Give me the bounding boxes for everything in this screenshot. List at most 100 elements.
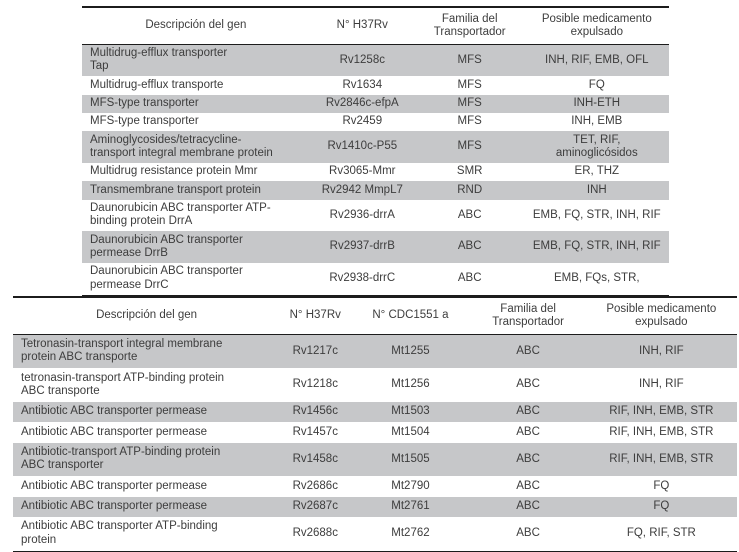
table-cell: FQ: [588, 78, 605, 91]
table-cell: INH-ETH: [573, 97, 621, 110]
table-row: Antibiotic-transport ATP-binding protein…: [13, 442, 737, 477]
table-cell: MFS: [457, 53, 482, 66]
table-cell: Rv1258c: [339, 53, 385, 66]
table-row: Daunorubicin ABC transporter permease Dr…: [82, 231, 669, 263]
table-cell: Mt1503: [391, 405, 430, 418]
table-cell: Mt2761: [391, 500, 430, 513]
table-body: Multidrug-efflux transporter Tap Rv1258c M…: [82, 44, 669, 295]
table-header: Descripción del gen N° H37Rv Familia del T…: [82, 7, 669, 45]
table-cell: ABC: [457, 272, 482, 285]
table-cell: EMB, FQ, STR, INH, RIF: [532, 240, 661, 253]
gene-description-cell: MFS-type transporter: [90, 97, 199, 110]
table-cell: ABC: [516, 527, 540, 540]
table-row: MFS-type transporter Rv2846c-efpA MFS INH-E…: [82, 94, 669, 113]
table-row: Daunorubicin ABC transporter ATP- bindin…: [82, 200, 669, 232]
table-cell: INH, RIF: [638, 378, 684, 391]
table-row: Daunorubicin ABC transporter permease Dr…: [82, 263, 669, 295]
table-cell: Mt1504: [391, 425, 430, 438]
table-cell: RIF, INH, EMB, STR: [609, 425, 714, 438]
gene-description-cell: Antibiotic ABC transporter permease: [21, 479, 208, 492]
column-header: Familia del Transportador: [470, 297, 586, 335]
efflux-transporter-genes-table: Descripción del gen N° H37Rv Familia del T…: [82, 6, 669, 296]
table-cell: EMB, FQ, STR, INH, RIF: [532, 208, 661, 221]
column-header: Posible medicamento expulsado: [585, 297, 737, 335]
table-cell: MFS: [457, 115, 482, 128]
column-header: Descripción del gen: [13, 297, 281, 335]
table-cell: RIF, INH, EMB, STR: [609, 452, 714, 465]
table-cell: Rv1634: [342, 78, 383, 91]
gene-description-cell: Antibiotic ABC transporter ATP-binding p…: [21, 520, 218, 546]
gene-description-cell: MFS-type transporter: [90, 115, 199, 128]
table-cell: ER, THZ: [574, 165, 620, 178]
gene-description-cell: Antibiotic-transport ATP-binding protein…: [21, 446, 221, 472]
table-row: Multidrug-efflux transporter Tap Rv1258c M…: [82, 44, 669, 77]
table-row: Tetronasin-transport integral membrane p…: [13, 334, 737, 369]
gene-description-cell: Multidrug resistance protein Mmr: [90, 165, 258, 178]
table-row: MFS-type transporter Rv2459 MFS INH, EMB: [82, 113, 669, 131]
column-header: Familia del Transportador: [414, 7, 525, 45]
table-row: Antibiotic ABC transporter permease Rv268…: [13, 496, 737, 517]
table-efflux-transporters-section: Descripción del gen N° H37Rv Familia del T…: [82, 6, 669, 296]
table-cell: Rv2846c-efpA: [325, 97, 399, 110]
table-cell: MFS: [457, 140, 482, 153]
table-cell: Rv1456c: [292, 405, 338, 418]
table-row: tetronasin-transport ATP-binding protein…: [13, 368, 737, 402]
table-cell: ABC: [516, 479, 540, 492]
table-row: Aminoglycosides/tetracycline- transport …: [82, 131, 669, 163]
table-cell: Mt1256: [391, 378, 430, 391]
table-cell: MFS: [457, 97, 482, 110]
table-cell: ABC: [516, 378, 540, 391]
table-row: Multidrug resistance protein Mmr Rv3065-M…: [82, 163, 669, 181]
gene-description-cell: Antibiotic ABC transporter permease: [21, 500, 208, 513]
column-header: Descripción del gen: [82, 7, 310, 45]
table-cell: INH, RIF: [638, 344, 684, 357]
table-cell: TET, RIF, aminoglicósidos: [555, 133, 638, 160]
table-cell: Rv2459: [342, 115, 383, 128]
table-cell: Rv1458c: [292, 452, 338, 465]
table-cell: Rv3065-Mmr: [329, 165, 396, 178]
table-cell: ABC: [516, 500, 540, 513]
table-cell: Mt2762: [391, 527, 430, 540]
gene-description-cell: Tetronasin-transport integral membrane p…: [21, 338, 223, 364]
table-cell: RIF, INH, EMB, STR: [609, 405, 714, 418]
gene-description-cell: Multidrug-efflux transporte: [90, 78, 224, 91]
table-cell: EMB, FQs, STR,: [553, 272, 640, 285]
table-cell: INH, RIF, EMB, OFL: [545, 53, 649, 66]
table-cell: Mt1505: [391, 452, 430, 465]
table-cell: ABC: [516, 405, 540, 418]
gene-description-cell: Transmembrane transport protein: [90, 183, 261, 196]
table-cell: RND: [457, 183, 483, 196]
table-cell: Mt2790: [391, 479, 430, 492]
header-row: Descripción del gen N° H37Rv Familia del T…: [82, 7, 669, 45]
table-cell: ABC: [457, 240, 482, 253]
table-cell: Rv2936-drrA: [329, 208, 395, 221]
gene-description-cell: Antibiotic ABC transporter permease: [21, 405, 208, 418]
table-cell: Rv1457c: [292, 425, 338, 438]
table-cell: Rv2938-drrC: [329, 272, 396, 285]
table-cell: Mt1255: [391, 344, 430, 357]
table-row: Antibiotic ABC transporter permease Rv268…: [13, 476, 737, 496]
table-cell: Rv2688c: [292, 527, 338, 540]
table-row: Antibiotic ABC transporter permease Rv145…: [13, 401, 737, 423]
table-body: Tetronasin-transport integral membrane p…: [13, 334, 737, 551]
column-header: Posible medicamento expulsado: [524, 7, 669, 45]
column-header: N° H37Rv: [280, 297, 351, 335]
table-cell: FQ: [653, 500, 670, 513]
table-cell: ABC: [457, 208, 482, 221]
table-cell: Rv1217c: [292, 344, 338, 357]
gene-description-cell: Daunorubicin ABC transporter permease Dr…: [90, 265, 243, 291]
table-cell: INH, EMB: [571, 115, 623, 128]
table-row: Multidrug-efflux transporte Rv1634 MFS FQ: [82, 76, 669, 94]
gene-description-cell: Multidrug-efflux transporter Tap: [90, 47, 228, 73]
table-cell: Rv2942 MmpL7: [321, 183, 403, 196]
table-cell: Rv1410c-P55: [327, 140, 398, 153]
gene-description-cell: Antibiotic ABC transporter permease: [21, 425, 208, 438]
table-cell: FQ, RIF, STR: [626, 527, 696, 540]
table-row: Antibiotic ABC transporter ATP-binding p…: [13, 517, 737, 551]
table-cell: Rv1218c: [292, 378, 338, 391]
table-cell: Rv2686c: [292, 479, 338, 492]
